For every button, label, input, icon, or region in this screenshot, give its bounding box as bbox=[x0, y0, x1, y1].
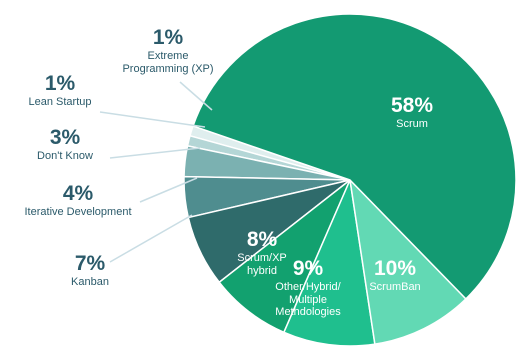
slice-label: 8% Scrum/XP hybrid bbox=[237, 228, 287, 277]
value-label: 10% bbox=[373, 257, 417, 280]
leader-line bbox=[109, 147, 201, 159]
leader-line bbox=[179, 81, 213, 111]
category-label: Lean Startup bbox=[28, 96, 92, 109]
slice-label: 58% Scrum bbox=[391, 94, 433, 131]
category-label: ScrumBan bbox=[369, 281, 421, 294]
value-label: 7% bbox=[74, 252, 106, 275]
pie-slice bbox=[282, 177, 376, 347]
category-label: Iterative Development bbox=[24, 206, 132, 219]
slice-label: 10% ScrumBan bbox=[369, 257, 420, 294]
slice-label: 1% Extreme Programming (XP) bbox=[122, 26, 213, 75]
category-label: Scrum/XP hybrid bbox=[237, 252, 287, 277]
slice-label: 7% Kanban bbox=[71, 252, 109, 289]
value-label: 8% bbox=[246, 228, 278, 251]
category-label: Don't Know bbox=[37, 150, 93, 163]
slice-label: 3% Don't Know bbox=[37, 126, 93, 163]
leader-line bbox=[139, 177, 198, 203]
leader-line bbox=[99, 111, 206, 128]
slice-label: 9% Other/Hybrid/ Multiple Methdologies bbox=[275, 257, 340, 319]
category-label: Kanban bbox=[71, 276, 109, 289]
category-label: Scrum bbox=[396, 118, 428, 131]
value-label: 58% bbox=[390, 94, 434, 117]
leader-line bbox=[109, 214, 193, 263]
value-label: 3% bbox=[49, 126, 81, 149]
value-label: 9% bbox=[292, 257, 324, 280]
slice-label: 4% Iterative Development bbox=[25, 182, 132, 219]
value-label: 4% bbox=[62, 182, 94, 205]
category-label: Other/Hybrid/ Multiple Methdologies bbox=[275, 281, 341, 319]
value-label: 1% bbox=[152, 26, 184, 49]
category-label: Extreme Programming (XP) bbox=[122, 50, 214, 75]
pie-slice bbox=[192, 13, 517, 300]
slice-label: 1% Lean Startup bbox=[29, 72, 92, 109]
leader-lines bbox=[99, 81, 213, 263]
pie-slice bbox=[348, 177, 467, 345]
value-label: 1% bbox=[44, 72, 76, 95]
